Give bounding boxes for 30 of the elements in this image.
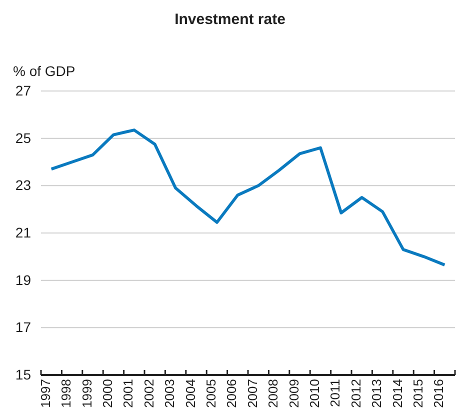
x-tick-label: 2014: [390, 379, 405, 408]
x-tick-label: 1998: [58, 379, 74, 408]
x-tick-label: 2002: [141, 379, 156, 408]
x-tick-label: 2000: [100, 379, 115, 408]
x-tick-label: 1999: [79, 379, 94, 408]
x-tick-label: 2011: [328, 379, 343, 407]
x-tick-label: 2005: [204, 379, 218, 408]
x-tick-label: 2015: [410, 379, 426, 408]
chart-title: Investment rate: [174, 11, 286, 28]
y-tick-label: 19: [15, 272, 32, 288]
y-tick-label: 23: [15, 177, 32, 194]
y-tick-label: 27: [15, 82, 32, 98]
y-tick-label: 25: [15, 130, 32, 146]
x-tick-label: 2010: [307, 379, 322, 408]
x-tick-label: 2012: [348, 379, 364, 408]
x-tick-label: 2013: [369, 379, 384, 408]
x-tick-label: 2007: [244, 379, 260, 408]
line-series: [50, 128, 446, 266]
x-tick-label: 2006: [224, 379, 240, 408]
x-tick-label: 1997: [38, 379, 53, 408]
y-tick-label: 15: [15, 366, 32, 382]
x-tick-label: 2003: [162, 379, 178, 408]
x-tick-label: 2004: [182, 379, 198, 408]
y-tick-label: 21: [15, 224, 32, 240]
y-axis-title: % of GDP: [13, 63, 76, 79]
x-tick-label: 2001: [120, 379, 136, 408]
y-tick-label: 17: [15, 319, 32, 336]
x-tick-label: 2016: [431, 379, 446, 408]
x-tick-label: 2008: [266, 379, 281, 408]
x-tick-label: 2009: [286, 379, 302, 408]
